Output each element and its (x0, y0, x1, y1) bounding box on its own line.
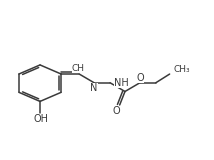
Text: O: O (113, 106, 120, 116)
Text: OH: OH (34, 114, 49, 124)
Text: N: N (91, 83, 98, 92)
Text: CH: CH (72, 64, 85, 72)
Text: NH: NH (114, 78, 129, 88)
Text: O: O (136, 73, 144, 83)
Text: CH₃: CH₃ (174, 65, 190, 74)
